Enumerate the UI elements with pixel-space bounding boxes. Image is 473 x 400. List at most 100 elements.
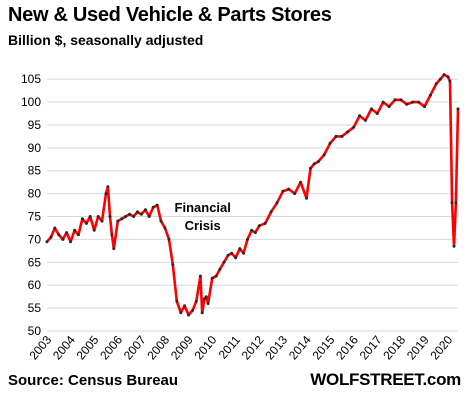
data-point — [226, 253, 230, 257]
source-note: Source: Census Bureau — [8, 372, 179, 389]
data-point — [253, 231, 257, 235]
data-point — [106, 185, 110, 189]
data-point — [450, 201, 454, 205]
x-axis-tick-labels: 2003200420052006200720082009201020112012… — [26, 333, 455, 363]
x-tick-label: 2010 — [192, 333, 220, 363]
data-point — [175, 299, 179, 303]
series-polyline — [45, 73, 460, 317]
data-point — [393, 98, 397, 102]
data-point — [423, 105, 426, 109]
data-point — [108, 215, 112, 218]
data-point — [263, 221, 267, 225]
data-point — [198, 274, 202, 278]
data-point — [328, 141, 332, 145]
data-point — [88, 215, 92, 218]
data-point — [49, 235, 53, 239]
data-point — [124, 215, 128, 218]
data-point — [257, 224, 261, 228]
y-tick-label: 50 — [28, 324, 42, 338]
data-point — [120, 217, 124, 221]
data-point — [132, 215, 136, 218]
x-tick-label: 2009 — [168, 333, 196, 363]
data-point — [369, 107, 373, 111]
data-point — [179, 311, 183, 315]
data-point — [112, 247, 116, 251]
data-point — [191, 308, 195, 312]
x-tick-label: 2018 — [380, 333, 408, 363]
data-point — [287, 187, 291, 191]
x-tick-label: 2015 — [310, 333, 338, 363]
data-point — [417, 100, 421, 104]
data-point — [242, 251, 245, 255]
data-point — [202, 297, 206, 301]
data-point — [269, 210, 273, 214]
data-point — [104, 192, 108, 196]
data-point — [73, 228, 77, 232]
data-point — [454, 201, 458, 205]
data-point — [92, 228, 96, 232]
data-point — [334, 134, 338, 138]
data-point — [411, 100, 415, 104]
data-point — [281, 189, 285, 193]
y-tick-label: 105 — [21, 72, 41, 86]
y-tick-label: 95 — [28, 118, 42, 132]
data-point — [222, 260, 226, 264]
data-point — [250, 228, 254, 232]
data-point — [381, 100, 385, 104]
data-point — [246, 237, 249, 241]
data-point — [163, 226, 167, 230]
y-tick-label: 80 — [28, 187, 42, 201]
data-point — [206, 302, 210, 305]
y-tick-label: 100 — [21, 95, 41, 109]
data-point — [375, 112, 379, 115]
data-point — [139, 212, 143, 216]
data-point — [399, 98, 403, 102]
data-point — [155, 203, 159, 207]
data-point — [218, 267, 222, 271]
data-point — [322, 153, 326, 157]
data-points — [45, 73, 460, 317]
data-point — [428, 93, 432, 97]
series-line — [45, 73, 460, 317]
data-point — [340, 134, 344, 138]
y-tick-label: 55 — [28, 301, 42, 315]
data-point — [238, 247, 242, 251]
data-point — [452, 244, 456, 248]
data-point — [96, 215, 100, 218]
data-point — [45, 240, 49, 244]
data-point — [167, 237, 171, 241]
data-point — [352, 125, 356, 129]
x-tick-label: 2013 — [262, 333, 290, 363]
x-tick-label: 2006 — [97, 333, 125, 363]
data-point — [346, 130, 350, 134]
data-point — [405, 102, 409, 106]
data-point — [116, 219, 120, 223]
data-point — [312, 162, 316, 166]
data-point — [143, 208, 147, 212]
y-tick-label: 65 — [28, 255, 42, 269]
data-point — [65, 231, 69, 235]
annotation-financial-crisis: Financial Crisis — [175, 200, 231, 233]
y-tick-label: 70 — [28, 232, 42, 246]
data-point — [53, 226, 57, 230]
data-point — [183, 304, 187, 308]
data-point — [57, 233, 61, 237]
y-tick-label: 60 — [28, 278, 42, 292]
data-point — [364, 118, 367, 122]
data-point — [299, 180, 303, 184]
y-axis-tick-labels: 50 55 60 65 70 75 80 85 90 95 100 105 — [21, 72, 41, 338]
data-point — [147, 215, 151, 218]
data-point — [275, 201, 279, 205]
data-point — [316, 160, 320, 164]
x-tick-label: 2005 — [74, 333, 102, 363]
data-point — [200, 311, 204, 315]
x-tick-label: 2014 — [286, 333, 314, 363]
data-point — [446, 75, 450, 79]
data-point — [151, 205, 155, 209]
x-tick-label: 2019 — [404, 333, 432, 363]
x-tick-label: 2012 — [239, 333, 267, 363]
y-tick-label: 85 — [28, 164, 42, 178]
data-point — [305, 196, 308, 200]
data-point — [204, 295, 208, 299]
